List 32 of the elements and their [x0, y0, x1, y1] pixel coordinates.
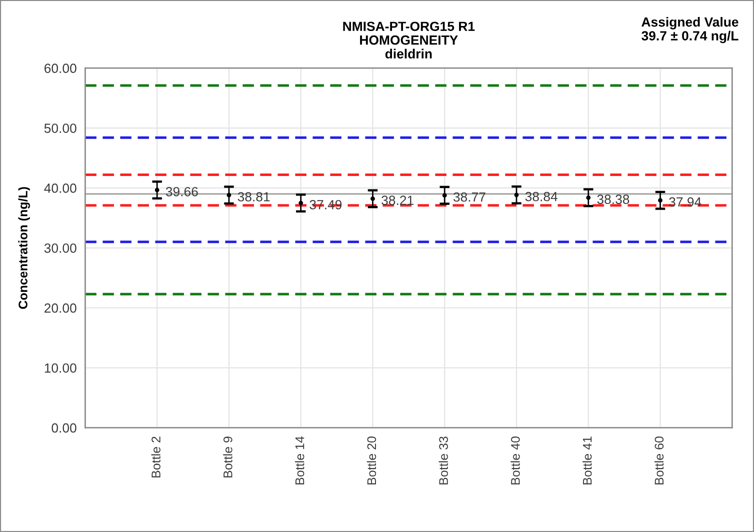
- text: Assigned Value 39.7 ± 0.74 ng/L: [642, 17, 738, 44]
- data-label: 38.81: [238, 192, 270, 202]
- x-tick-label: Bottle 9: [223, 436, 232, 478]
- y-tick-label: 0.00: [52, 423, 76, 433]
- point: [442, 193, 447, 198]
- point: [370, 196, 375, 201]
- y-tick-label: 60.00: [44, 64, 76, 74]
- y-tick-label: 10.00: [44, 363, 76, 373]
- x-tick-label: Bottle 14: [295, 436, 304, 484]
- x-tick-label: Bottle 40: [510, 436, 520, 484]
- y-tick-label: 20.00: [44, 303, 76, 313]
- x-tick-label: Bottle 20: [366, 436, 376, 484]
- point: [226, 192, 232, 198]
- point: [586, 195, 591, 200]
- point: [298, 200, 304, 206]
- x-tick-label: Bottle 2: [151, 436, 160, 478]
- data-label: 38.77: [453, 192, 486, 202]
- data-label: 39.66: [166, 186, 198, 196]
- point: [514, 192, 519, 198]
- y-axis-title: Concentration (ng/L): [18, 187, 30, 309]
- y-tick-label: 50.00: [44, 124, 76, 133]
- y-tick-label: 40.00: [44, 184, 76, 193]
- data-label: 38.38: [597, 194, 630, 204]
- x-tick-label: Bottle 41: [582, 436, 592, 484]
- point: [658, 198, 662, 203]
- data-label: 38.21: [382, 196, 414, 206]
- chart-title: NMISA-PT-ORG15 R1 HOMOGENEITY dieldrin: [343, 22, 475, 59]
- data-label: 38.84: [525, 192, 558, 202]
- x-tick-label: Bottle 33: [438, 436, 448, 484]
- point: [154, 188, 160, 192]
- y-tick-label: 30.00: [44, 243, 76, 253]
- x-tick-label: Bottle 60: [654, 436, 664, 484]
